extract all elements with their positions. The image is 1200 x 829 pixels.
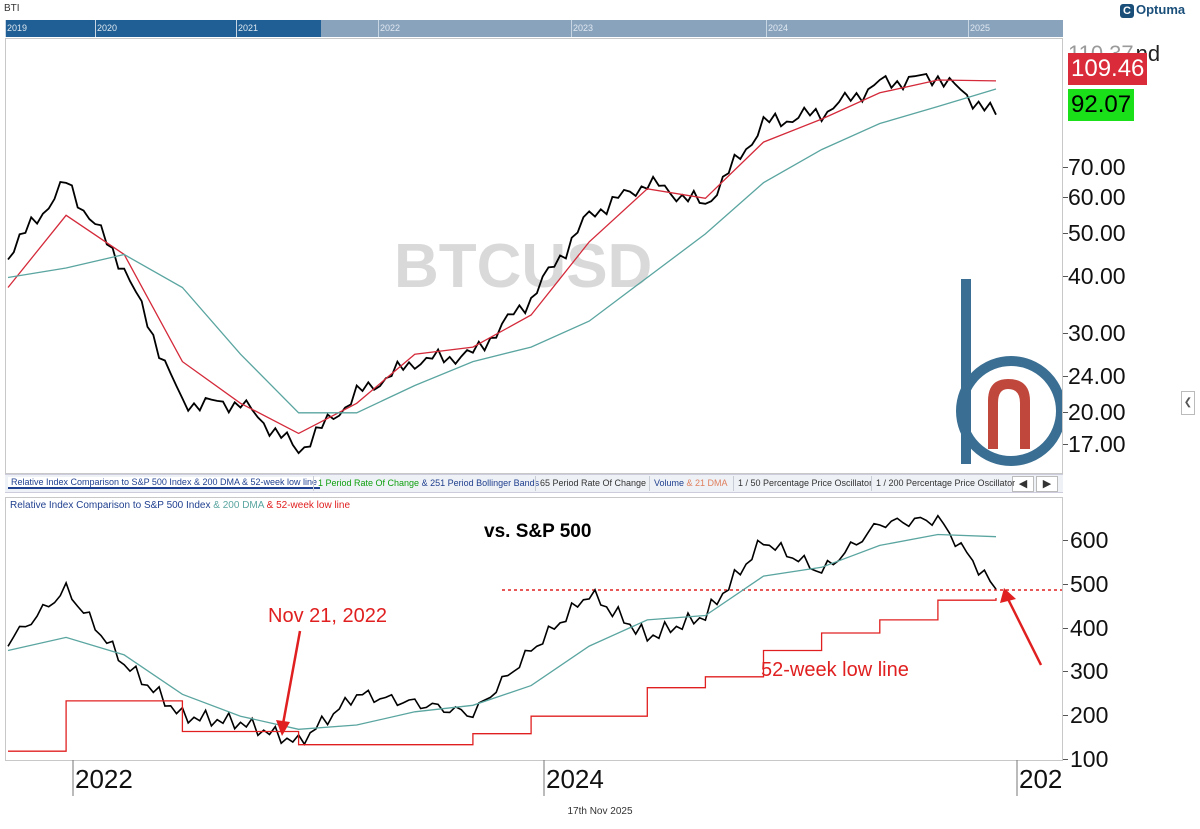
timeline-year-label: 2022 — [380, 23, 401, 33]
timeline-tick — [968, 20, 969, 37]
relative-y-tick-mark — [1063, 583, 1068, 585]
indicator-tab[interactable]: 1 / 50 Percentage Price Oscillator — [738, 478, 872, 488]
timeline-selected-range[interactable] — [5, 20, 321, 37]
symbol-code: BTI — [4, 3, 20, 14]
tab-separator — [649, 476, 650, 491]
tab-separator — [313, 476, 314, 491]
timeline-tick — [571, 20, 572, 37]
indicator-tab-suffix: & 21 DMA — [684, 478, 728, 488]
x-tick-label: 2024 — [546, 764, 604, 794]
optuma-brand-name: Optuma — [1136, 2, 1186, 17]
price-y-tick: 50.00 — [1068, 219, 1126, 246]
timeline-year-label: 2021 — [238, 23, 259, 33]
price-y-tick: 40.00 — [1068, 263, 1126, 290]
price-y-tick-mark — [1063, 411, 1068, 413]
timeline-tick — [5, 20, 6, 37]
price-y-tick-mark — [1063, 167, 1068, 169]
timeline-year-label: 2023 — [573, 23, 594, 33]
price-y-tick: 30.00 — [1068, 319, 1126, 346]
price-y-tick: 24.00 — [1068, 363, 1126, 390]
relative-y-tick-mark — [1063, 671, 1068, 673]
chevron-left-icon: ◀ — [1018, 478, 1028, 490]
indicator-tab[interactable]: 1 Period Rate Of Change & 251 Period Bol… — [318, 478, 539, 488]
annotation-arrow-2 — [1006, 598, 1043, 666]
price-y-tick-mark — [1063, 443, 1068, 445]
price-y-tick: 70.00 — [1068, 154, 1126, 181]
price-y-tick: 20.00 — [1068, 398, 1126, 425]
indicator-tab-label: Relative Index Comparison to S&P 500 Ind… — [11, 477, 317, 487]
annotation-arrowhead-2 — [1000, 588, 1016, 603]
relative-y-tick: 200 — [1070, 702, 1109, 729]
price-y-tick-mark — [1063, 276, 1068, 278]
chevron-left-icon: ❮ — [1183, 397, 1193, 408]
price-y-tick: 17.00 — [1068, 430, 1126, 457]
timeline-year-label: 2025 — [970, 23, 991, 33]
tab-separator — [535, 476, 536, 491]
indicator-tab-label: 65 Period Rate Of Change — [540, 478, 647, 488]
low-line — [8, 598, 997, 752]
annotation-arrowhead-1 — [276, 720, 290, 736]
timeline-tick — [766, 20, 767, 37]
relative-y-tick: 100 — [1070, 746, 1109, 772]
indicator-tab[interactable]: 1 / 200 Percentage Price Oscillator — [876, 478, 1015, 488]
relative-y-tick-mark — [1063, 540, 1068, 542]
tab-separator — [733, 476, 734, 491]
tab-separator — [871, 476, 872, 491]
price-line — [7, 72, 997, 455]
relative-y-tick-mark — [1063, 715, 1068, 717]
relative-y-tick: 600 — [1070, 527, 1109, 554]
timeline-tick — [236, 20, 237, 37]
tab-prev-button[interactable]: ◀ — [1012, 476, 1034, 492]
indicator-tab-label: 1 / 200 Percentage Price Oscillator — [876, 478, 1016, 488]
price-y-tick-mark — [1063, 332, 1068, 334]
timeline-year-label: 2024 — [768, 23, 789, 33]
lower-pane-title: Relative Index Comparison to S&P 500 Ind… — [10, 500, 351, 511]
top-bar — [0, 0, 1200, 20]
relative-dma-line — [7, 533, 997, 730]
timeline-year-label: 2020 — [97, 23, 118, 33]
price-chart[interactable]: BTCUSD — [5, 38, 1063, 474]
price-label: 109.46 — [1068, 53, 1148, 85]
annotation-low-line: 52-week low line — [761, 659, 909, 681]
relative-chart[interactable]: vs. S&P 500 Nov 21, 2022 52-week low lin… — [5, 497, 1063, 761]
x-tick-label: 2022 — [75, 764, 133, 794]
chevron-right-icon: ▶ — [1042, 478, 1052, 490]
side-panel-toggle[interactable]: ❮ — [1181, 391, 1195, 415]
price-y-tick-mark — [1063, 232, 1068, 234]
x-axis: 2022 2024 202 — [72, 760, 1062, 796]
annotation-arrow-1 — [281, 630, 302, 725]
relative-y-tick-mark — [1063, 759, 1068, 760]
short-ma-line — [7, 79, 997, 435]
bh-logo-icon — [956, 279, 1062, 466]
price-y-tick-mark — [1063, 376, 1068, 378]
relative-chart-heading: vs. S&P 500 — [484, 521, 591, 542]
relative-y-tick: 300 — [1070, 658, 1109, 685]
indicator-tab[interactable]: Relative Index Comparison to S&P 500 Ind… — [8, 477, 320, 489]
timeline-tick — [378, 20, 379, 37]
tab-next-button[interactable]: ▶ — [1036, 476, 1058, 492]
indicator-tab[interactable]: 65 Period Rate Of Change — [540, 478, 646, 488]
indicator-tab-label: 1 / 50 Percentage Price Oscillator — [738, 478, 873, 488]
optuma-logo-icon: C — [1120, 3, 1134, 18]
relative-y-tick-mark — [1063, 627, 1068, 629]
annotation-date: Nov 21, 2022 — [268, 605, 387, 627]
relative-index-line — [7, 514, 997, 746]
optuma-brand: C Optuma — [1120, 2, 1185, 18]
indicator-tab[interactable]: Volume & 21 DMA — [654, 478, 728, 488]
x-tick-label: 202 — [1019, 764, 1062, 794]
long-ma-line — [7, 88, 997, 414]
indicator-tab-label: 1 Period Rate Of Change — [318, 478, 420, 488]
price-y-tick-mark — [1063, 197, 1068, 199]
chart-date: 17th Nov 2025 — [567, 806, 633, 817]
indicator-tab-suffix: & 251 Period Bollinger Bands — [419, 478, 540, 488]
relative-y-tick: 500 — [1070, 570, 1109, 597]
price-label: 92.07 — [1068, 89, 1135, 121]
timeline-tick — [95, 20, 96, 37]
timeline-year-label: 2019 — [7, 23, 28, 33]
price-y-tick: 60.00 — [1068, 184, 1126, 211]
relative-y-tick: 400 — [1070, 614, 1109, 641]
chart-watermark: BTCUSD — [394, 232, 652, 301]
indicator-tab-label: Volume — [654, 478, 685, 488]
